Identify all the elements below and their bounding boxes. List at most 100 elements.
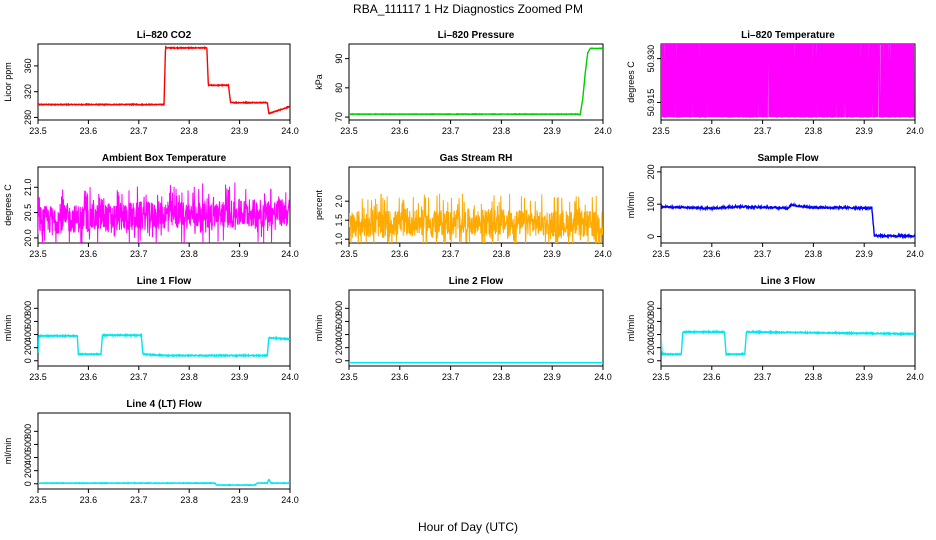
x-tick-label: 23.9 xyxy=(231,249,249,259)
x-tick-label: 23.5 xyxy=(652,126,670,136)
x-tick-label: 23.7 xyxy=(754,126,772,136)
y-tick-label: 20.0 xyxy=(23,229,33,247)
figure-x-label: Hour of Day (UTC) xyxy=(418,520,518,534)
series-line xyxy=(661,202,915,240)
x-tick-label: 24.0 xyxy=(906,126,924,136)
x-tick-label: 23.6 xyxy=(391,126,409,136)
y-tick-label: 21.0 xyxy=(23,179,33,197)
x-tick-label: 23.9 xyxy=(855,372,873,382)
x-tick-label: 23.5 xyxy=(340,249,358,259)
y-tick-label: 400 xyxy=(23,327,33,342)
x-tick-label: 23.9 xyxy=(231,126,249,136)
y-tick-label: 1.5 xyxy=(334,214,344,227)
y-axis-label: degrees C xyxy=(3,184,13,226)
x-tick-label: 23.5 xyxy=(29,126,47,136)
x-tick-label: 23.7 xyxy=(754,249,772,259)
x-tick-label: 23.6 xyxy=(703,372,721,382)
y-tick-label: 1.0 xyxy=(334,233,344,246)
panel-title: Gas Stream RH xyxy=(440,153,513,164)
x-tick-label: 24.0 xyxy=(594,372,612,382)
x-tick-label: 23.8 xyxy=(805,126,823,136)
x-tick-label: 24.0 xyxy=(281,372,299,382)
x-tick-label: 23.8 xyxy=(180,249,198,259)
x-tick-label: 23.8 xyxy=(180,372,198,382)
figure-title: RBA_111117 1 Hz Diagnostics Zoomed PM xyxy=(353,2,583,16)
plot-frame xyxy=(37,289,291,367)
panel-2: Li–820 Pressure 23.5 23.6 23.7 23.8 23.9 24.0 7… xyxy=(314,30,612,136)
x-tick-label: 23.6 xyxy=(80,495,98,505)
panel-4: Ambient Box Temperature 23.5 23.6 23.7 23.8 2… xyxy=(3,153,299,259)
x-tick-label: 23.6 xyxy=(80,249,98,259)
panel-6: Sample Flow 23.5 23.6 23.7 23.8 23.9 24.0 0 100 2… xyxy=(626,153,924,259)
x-tick-label: 23.8 xyxy=(805,249,823,259)
series-line xyxy=(38,478,290,487)
y-tick-label: 90 xyxy=(334,54,344,64)
plot-frame xyxy=(37,43,291,121)
y-axis-label: ml/min xyxy=(314,315,324,342)
x-tick-label: 23.5 xyxy=(340,126,358,136)
panel-title: Line 3 Flow xyxy=(761,276,816,287)
panel-title: Ambient Box Temperature xyxy=(102,153,227,164)
panel-1: Li–820 CO2 23.5 23.6 23.7 23.8 23.9 24.0 280 320… xyxy=(3,30,299,136)
x-tick-label: 23.6 xyxy=(391,249,409,259)
y-tick-label: 2.0 xyxy=(334,195,344,208)
y-tick-label: 600 xyxy=(23,314,33,329)
panel-3: Li–820 Temperature 23.5 23.6 23.7 23.8 23.9 24… xyxy=(626,30,924,136)
y-tick-label: 600 xyxy=(646,314,656,329)
x-tick-label: 24.0 xyxy=(594,249,612,259)
x-tick-label: 23.7 xyxy=(130,249,148,259)
x-tick-label: 23.5 xyxy=(29,372,47,382)
plot-frame xyxy=(348,43,604,121)
panel-title: Li–820 CO2 xyxy=(137,30,192,41)
y-tick-label: 800 xyxy=(23,301,33,316)
series-line xyxy=(38,45,290,115)
x-tick-label: 23.5 xyxy=(29,495,47,505)
y-tick-label: 0 xyxy=(646,358,656,363)
x-tick-label: 23.8 xyxy=(805,372,823,382)
y-axis-label: ml/min xyxy=(626,192,636,219)
x-tick-label: 23.6 xyxy=(703,126,721,136)
plot-frame xyxy=(660,166,916,244)
x-tick-label: 23.9 xyxy=(231,372,249,382)
y-tick-label: 600 xyxy=(23,437,33,452)
y-tick-label: 80 xyxy=(334,83,344,93)
panel-title: Sample Flow xyxy=(757,153,818,164)
y-axis-label: percent xyxy=(314,189,324,220)
y-tick-label: 800 xyxy=(646,301,656,316)
x-tick-label: 24.0 xyxy=(281,495,299,505)
panel-title: Line 1 Flow xyxy=(137,276,192,287)
x-tick-label: 23.5 xyxy=(340,372,358,382)
x-tick-label: 23.5 xyxy=(652,372,670,382)
series-line xyxy=(661,44,915,118)
series-line xyxy=(661,329,915,357)
x-tick-label: 23.7 xyxy=(130,372,148,382)
x-tick-label: 24.0 xyxy=(906,249,924,259)
x-tick-label: 23.9 xyxy=(231,495,249,505)
x-tick-label: 23.8 xyxy=(493,372,511,382)
x-tick-label: 24.0 xyxy=(594,126,612,136)
x-tick-label: 23.7 xyxy=(442,249,460,259)
panel-title: Line 2 Flow xyxy=(449,276,504,287)
y-tick-label: 600 xyxy=(334,314,344,329)
panel-7: Line 1 Flow 23.5 23.6 23.7 23.8 23.9 24.0 0 2004… xyxy=(3,276,299,382)
x-tick-label: 23.5 xyxy=(652,249,670,259)
series-line xyxy=(38,332,290,359)
x-tick-label: 23.7 xyxy=(130,495,148,505)
panel-title: Li–820 Temperature xyxy=(741,30,835,41)
y-axis-label: ml/min xyxy=(626,315,636,342)
y-tick-label: 360 xyxy=(23,58,33,73)
plot-frame xyxy=(348,166,604,244)
y-tick-label: 280 xyxy=(23,110,33,125)
y-tick-label: 800 xyxy=(334,301,344,316)
y-tick-label: 200 xyxy=(646,340,656,355)
y-tick-label: 400 xyxy=(646,327,656,342)
x-tick-label: 23.9 xyxy=(855,249,873,259)
x-tick-label: 23.9 xyxy=(543,372,561,382)
panel-title: Li–820 Pressure xyxy=(438,30,515,41)
panel-title: Line 4 (LT) Flow xyxy=(126,399,202,410)
x-tick-label: 23.5 xyxy=(29,249,47,259)
panel-5: Gas Stream RH 23.5 23.6 23.7 23.8 23.9 24.0 1.0… xyxy=(314,153,612,259)
series-line xyxy=(38,182,290,243)
x-tick-label: 23.9 xyxy=(543,249,561,259)
y-tick-label: 0 xyxy=(334,358,344,363)
